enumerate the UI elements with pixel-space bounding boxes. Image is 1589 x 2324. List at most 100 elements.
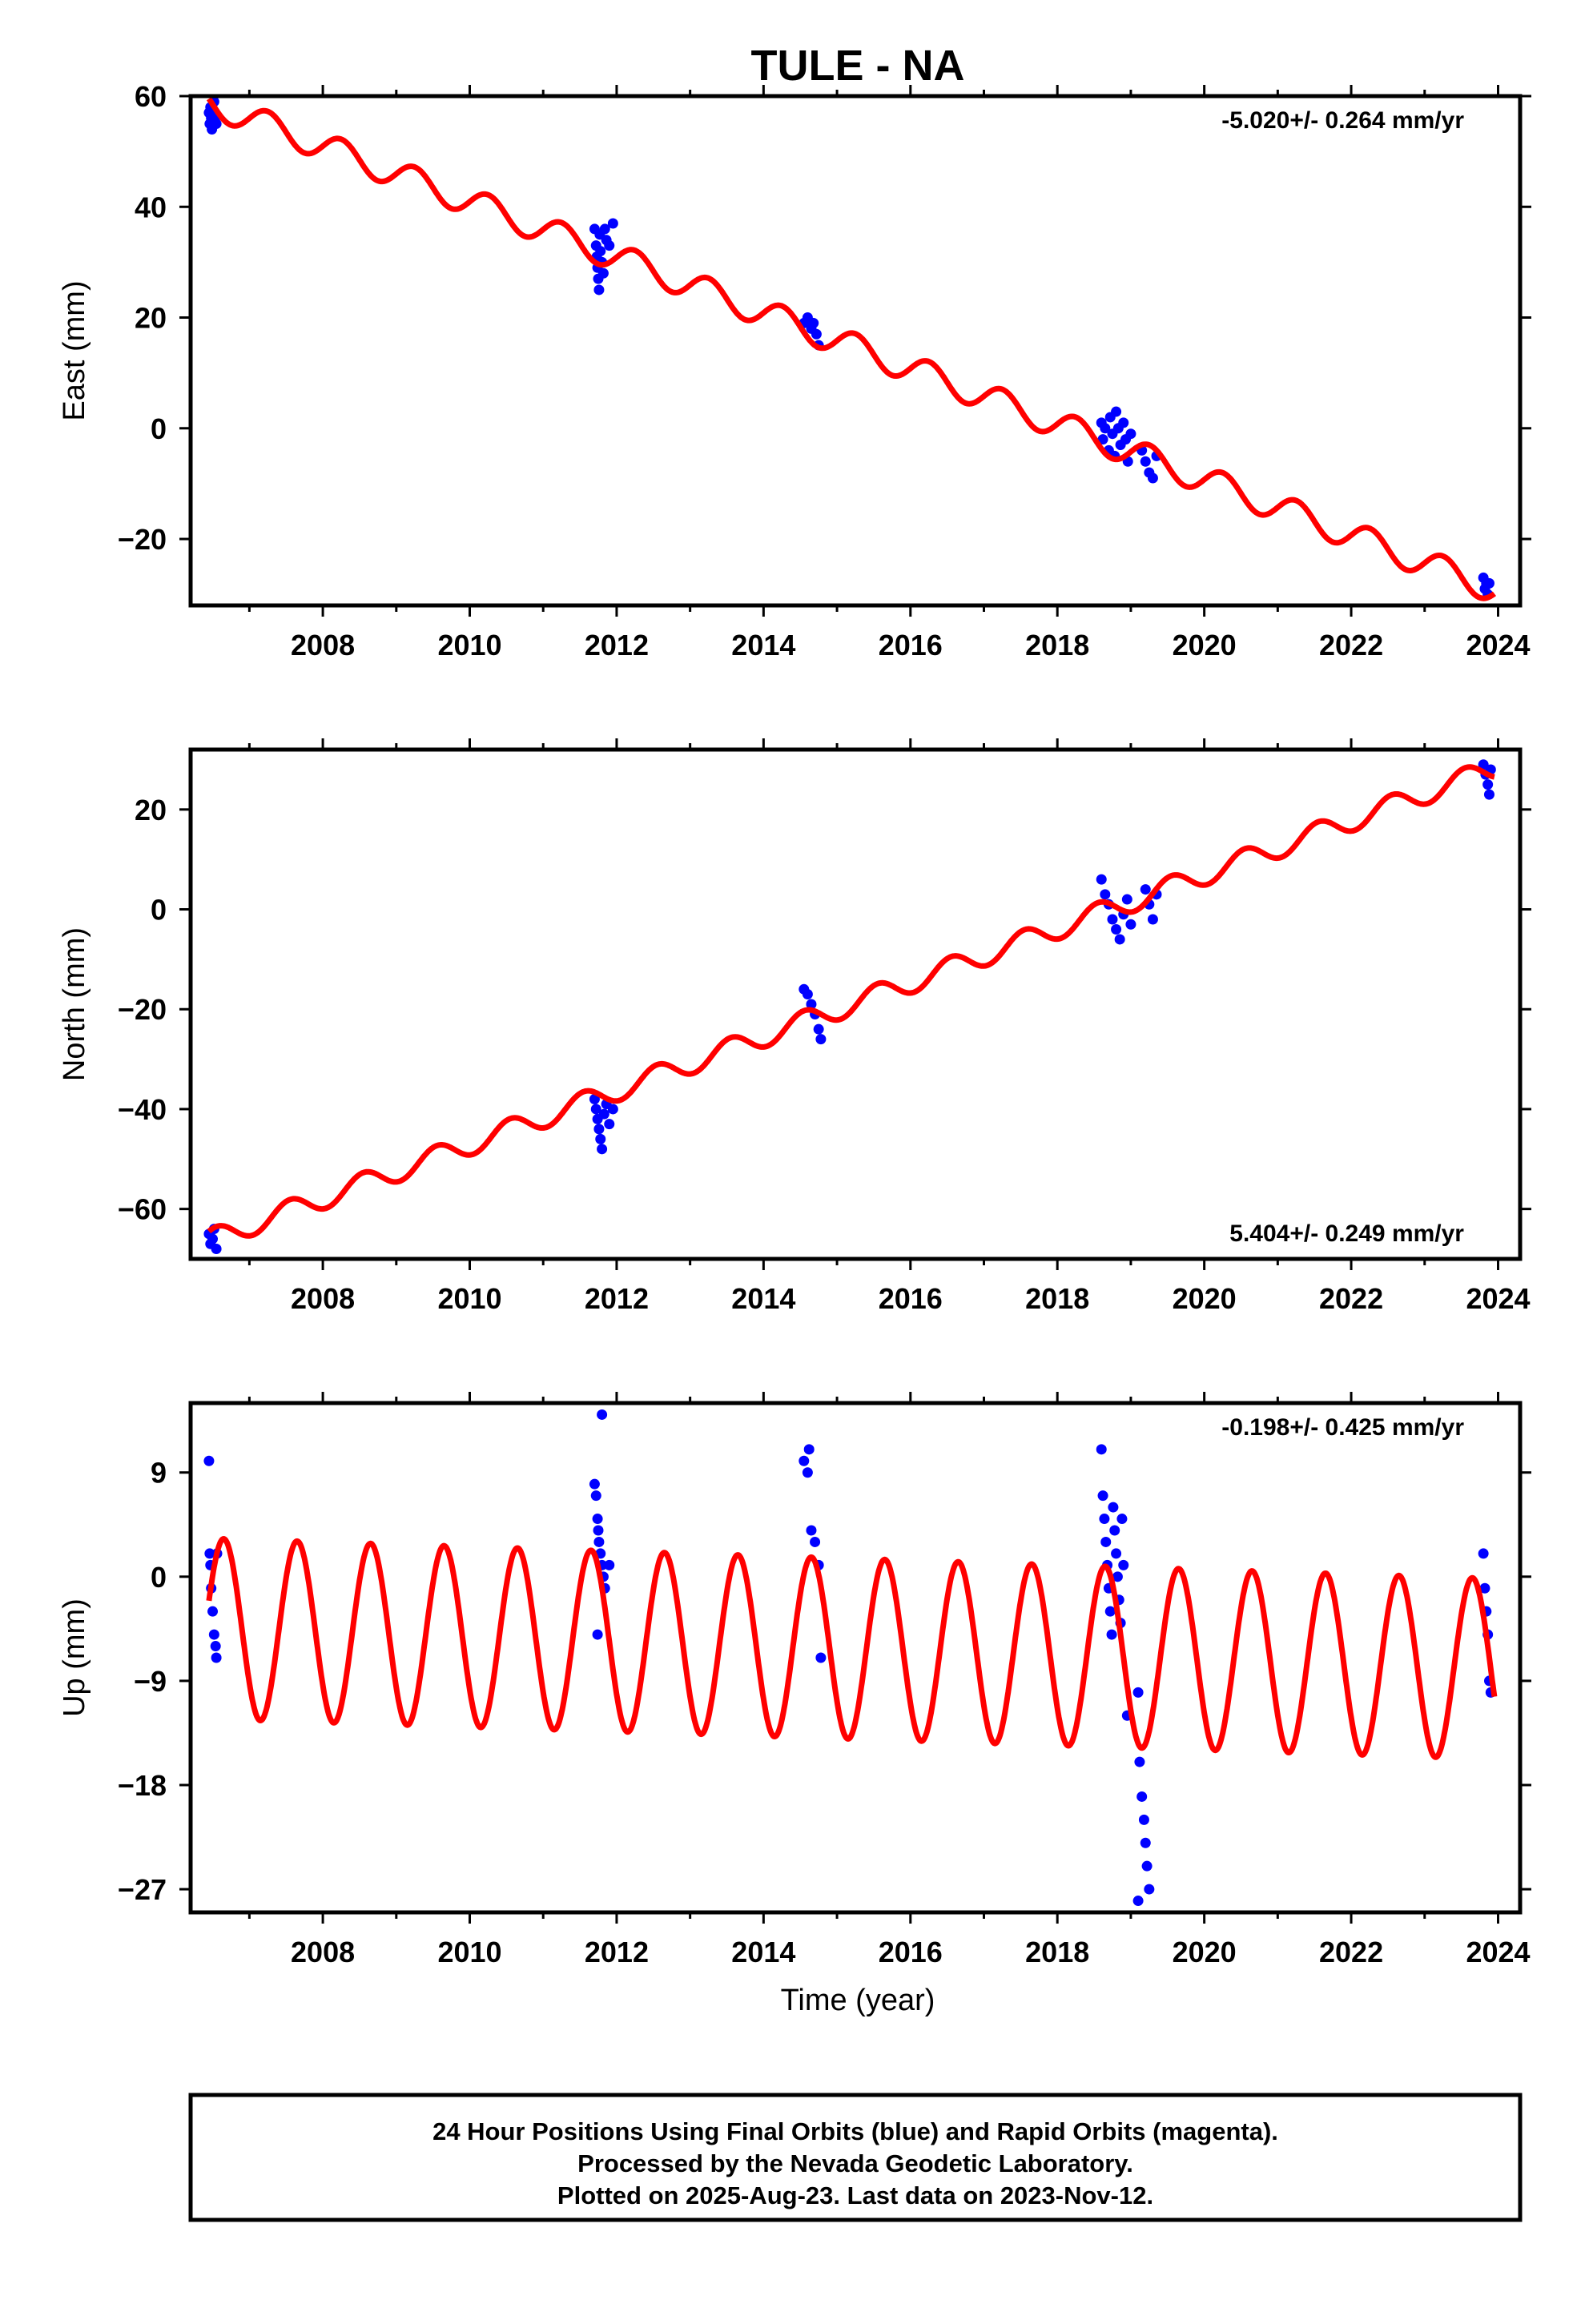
data-point bbox=[1118, 417, 1129, 428]
x-tick-label: 2008 bbox=[291, 1282, 355, 1315]
data-point bbox=[590, 1104, 601, 1115]
up-axis-label: Up (mm) bbox=[58, 1598, 91, 1717]
y-tick-label: −40 bbox=[118, 1093, 167, 1126]
data-point bbox=[1099, 1514, 1110, 1525]
x-tick-label: 2010 bbox=[437, 1282, 501, 1315]
data-point bbox=[1111, 406, 1122, 417]
data-point bbox=[211, 1244, 222, 1255]
x-tick-label: 2024 bbox=[1466, 629, 1530, 661]
y-tick-label: 60 bbox=[135, 80, 167, 113]
y-tick-label: 20 bbox=[135, 302, 167, 335]
data-point bbox=[592, 1629, 603, 1640]
data-point bbox=[802, 1467, 813, 1478]
east-axis-label: East (mm) bbox=[58, 280, 91, 420]
data-point bbox=[1136, 1791, 1148, 1802]
north-model-curve bbox=[207, 764, 1497, 1239]
data-point bbox=[203, 1455, 215, 1466]
data-point bbox=[815, 1034, 827, 1045]
data-point bbox=[597, 267, 609, 279]
data-point bbox=[210, 1641, 221, 1652]
y-tick-label: −60 bbox=[118, 1193, 167, 1226]
data-point bbox=[1109, 1525, 1120, 1536]
x-axis-label: Time (year) bbox=[781, 1984, 935, 2017]
data-point bbox=[1111, 923, 1122, 935]
up-rate-label: -0.198+/- 0.425 mm/yr bbox=[1221, 1414, 1464, 1441]
data-point bbox=[1108, 1502, 1119, 1513]
data-point bbox=[211, 119, 222, 130]
data-point bbox=[593, 1536, 605, 1547]
data-point bbox=[1096, 1444, 1107, 1455]
data-point bbox=[813, 1023, 824, 1035]
data-point bbox=[1097, 434, 1108, 445]
east-model-curve bbox=[206, 97, 1497, 601]
data-point bbox=[1147, 914, 1158, 925]
data-point bbox=[1107, 914, 1118, 925]
data-point bbox=[604, 1559, 615, 1570]
y-tick-label: −18 bbox=[118, 1769, 167, 1802]
x-tick-label: 2012 bbox=[585, 1282, 649, 1315]
data-point bbox=[1097, 1490, 1108, 1502]
data-point bbox=[1140, 456, 1151, 467]
data-point bbox=[595, 246, 606, 257]
x-tick-label: 2012 bbox=[585, 1936, 649, 1968]
data-point bbox=[204, 1548, 215, 1559]
data-point bbox=[1478, 1548, 1489, 1559]
x-tick-label: 2008 bbox=[291, 1936, 355, 1968]
data-point bbox=[1140, 1837, 1151, 1848]
data-point bbox=[803, 1444, 815, 1455]
data-point bbox=[607, 1104, 618, 1115]
data-point bbox=[1106, 1629, 1117, 1640]
east-plot-frame bbox=[188, 94, 1523, 608]
x-tick-label: 2010 bbox=[437, 629, 501, 661]
x-tick-label: 2018 bbox=[1025, 1282, 1089, 1315]
data-point bbox=[595, 1133, 606, 1144]
data-point bbox=[1114, 934, 1125, 945]
footer-line-3: Plotted on 2025-Aug-23. Last data on 202… bbox=[557, 2181, 1153, 2209]
data-point bbox=[1121, 894, 1132, 905]
y-tick-label: 0 bbox=[151, 894, 167, 927]
data-point bbox=[207, 1233, 219, 1244]
footer-line-1: 24 Hour Positions Using Final Orbits (bl… bbox=[432, 2117, 1278, 2145]
data-point bbox=[1482, 779, 1494, 790]
data-point bbox=[1111, 1548, 1122, 1559]
up-data-points bbox=[203, 1409, 1496, 1907]
data-point bbox=[1132, 1687, 1144, 1698]
x-tick-label: 2020 bbox=[1173, 1936, 1237, 1968]
data-point bbox=[1132, 1896, 1144, 1907]
data-point bbox=[806, 999, 817, 1010]
data-point bbox=[604, 240, 615, 251]
y-tick-label: −20 bbox=[118, 523, 167, 556]
y-tick-label: 9 bbox=[151, 1457, 167, 1490]
data-point bbox=[799, 1455, 810, 1466]
footer-frame bbox=[188, 2093, 1523, 2222]
data-point bbox=[1141, 1860, 1153, 1872]
data-point bbox=[1100, 1536, 1112, 1547]
data-point bbox=[1478, 759, 1489, 770]
north-rate-label: 5.404+/- 0.249 mm/yr bbox=[1229, 1220, 1464, 1247]
x-tick-label: 2016 bbox=[879, 1282, 943, 1315]
data-point bbox=[599, 223, 610, 235]
data-point bbox=[1134, 1756, 1145, 1767]
data-point bbox=[815, 1652, 827, 1663]
data-point bbox=[1100, 889, 1111, 900]
data-point bbox=[211, 1652, 222, 1663]
data-point bbox=[593, 284, 605, 296]
data-point bbox=[1144, 1884, 1155, 1895]
data-point bbox=[1100, 423, 1111, 434]
data-point bbox=[808, 317, 819, 328]
x-tick-label: 2014 bbox=[731, 629, 795, 661]
data-point bbox=[597, 1409, 608, 1420]
x-tick-label: 2010 bbox=[437, 1936, 501, 1968]
footer-line-2: Processed by the Nevada Geodetic Laborat… bbox=[577, 2149, 1133, 2177]
x-tick-label: 2024 bbox=[1466, 1282, 1530, 1315]
data-point bbox=[604, 1119, 615, 1130]
panels: 2008 2010 2012 2014 2016 2018 2020 2022 20246040… bbox=[58, 80, 1531, 1968]
panel-north: 2008 2010 2012 2014 2016 2018 2020 2022 2024 20 0 −… bbox=[58, 738, 1531, 1315]
data-point bbox=[802, 989, 813, 1000]
north-plot-frame bbox=[188, 747, 1523, 1261]
data-point bbox=[806, 1525, 817, 1536]
x-tick-label: 2012 bbox=[585, 629, 649, 661]
y-tick-label: 0 bbox=[151, 412, 167, 445]
data-point bbox=[607, 218, 618, 229]
data-point bbox=[1483, 789, 1494, 800]
